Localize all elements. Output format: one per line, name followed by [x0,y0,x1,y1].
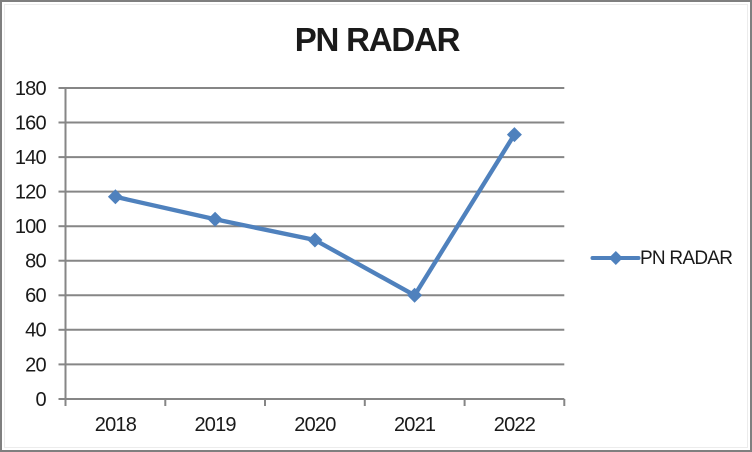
svg-text:PN RADAR: PN RADAR [640,248,732,269]
svg-text:0: 0 [35,389,46,411]
svg-text:2021: 2021 [394,414,436,436]
svg-text:20: 20 [25,354,46,376]
svg-text:2018: 2018 [95,414,137,436]
svg-text:160: 160 [15,112,47,134]
svg-text:2022: 2022 [494,414,536,436]
svg-text:PN RADAR: PN RADAR [295,21,461,58]
svg-text:80: 80 [25,251,46,273]
svg-text:100: 100 [15,216,47,238]
svg-text:60: 60 [25,285,46,307]
svg-text:180: 180 [15,78,47,100]
svg-text:2020: 2020 [294,414,336,436]
svg-text:120: 120 [15,182,47,204]
svg-text:2019: 2019 [194,414,236,436]
svg-text:40: 40 [25,320,46,342]
svg-text:140: 140 [15,147,47,169]
